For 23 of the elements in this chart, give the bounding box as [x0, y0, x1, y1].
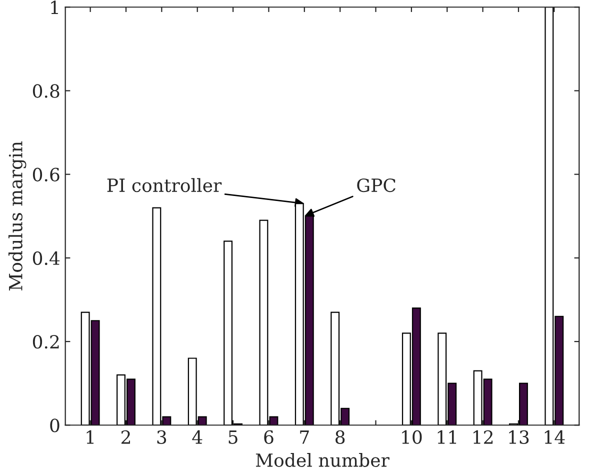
- x-tick-label: 7: [300, 430, 309, 444]
- x-tick-label: 8: [336, 430, 345, 444]
- x-tick-label: 12: [474, 430, 493, 444]
- x-tick-label: 13: [509, 430, 529, 444]
- annotation: GPC: [357, 178, 396, 192]
- x-tick-label: 2: [121, 430, 130, 444]
- y-tick-label: 0.4: [32, 251, 60, 266]
- annotation: PI controller: [107, 178, 222, 192]
- y-tick-label: 1: [51, 0, 58, 14]
- y-tick-label: 0: [50, 418, 60, 432]
- x-axis-title: Model number: [256, 453, 390, 467]
- y-tick-label: 0.8: [32, 84, 60, 98]
- x-tick-label: 4: [192, 430, 202, 444]
- x-tick-label: 14: [544, 430, 565, 444]
- x-tick-label: 6: [264, 430, 274, 444]
- x-tick-label: 1: [86, 430, 94, 444]
- y-axis-title: Modulus margin: [8, 141, 26, 290]
- y-tick-label: 0.6: [32, 168, 60, 182]
- x-tick-label: 5: [228, 430, 238, 444]
- y-tick-label: 0.2: [32, 334, 59, 349]
- x-tick-label: 11: [438, 430, 456, 444]
- x-tick-label: 3: [157, 430, 166, 444]
- x-tick-label: 10: [402, 430, 422, 444]
